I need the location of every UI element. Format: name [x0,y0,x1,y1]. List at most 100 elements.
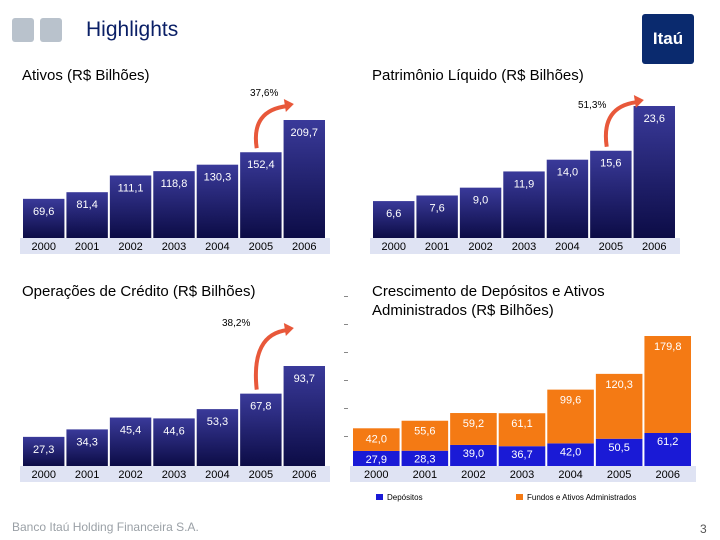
value-label-fundos-2002: 59,2 [463,418,484,430]
growth-arrow [253,104,289,149]
chart-patrimonio: 6,6 2000 7,6 2001 9,0 2002 11,9 2003 14,0 2004 15,… [370,95,680,254]
value-label-2005: 15,6 [600,158,621,170]
value-label-2003: 118,8 [161,178,188,190]
value-label-2000: 69,6 [33,206,54,218]
bar-depositos-2000 [353,450,400,466]
tick-label-2001: 2001 [425,241,449,253]
bar-fundos-2006 [644,336,691,433]
bar-depositos-2002 [450,444,497,466]
bar-fundos-2002 [450,413,497,445]
value-label-2006: 209,7 [291,127,319,139]
bar-2004 [196,164,239,238]
chart-title-depositos: Crescimento de Depósitos e Ativos Admini… [372,283,605,319]
tick-label-2005: 2005 [607,469,631,481]
value-label-depositos-2001: 28,3 [414,454,435,466]
category-axis-band [350,466,696,482]
bar-depositos-2006 [644,432,691,466]
tick-label-2004: 2004 [205,469,229,481]
value-label-2006: 23,6 [644,113,665,125]
bar-2000 [23,436,65,466]
bar-depositos-2004 [547,443,594,466]
itau-logo: Itaú [642,14,694,64]
value-label-2001: 34,3 [76,436,97,448]
growth-label-ativos: 37,6% [250,88,279,99]
bar-depositos-2005 [595,438,643,466]
value-label-2005: 67,8 [250,401,271,413]
tick-label-2004: 2004 [558,469,582,481]
value-label-2005: 152,4 [247,159,275,171]
bar-fundos-2004 [547,389,594,444]
tick-label-2005: 2005 [249,469,273,481]
bar-2006 [633,106,675,238]
footer-company-name: Banco Itaú Holding Financeira S.A. [12,520,199,534]
axis-dash [344,408,348,409]
value-label-depositos-2005: 50,5 [608,442,629,454]
tick-label-2002: 2002 [468,241,492,253]
bar-2006 [283,366,325,466]
chart-depositos: 27,9 42,0 2000 28,3 55,6 2001 39,0 59,2 2002 36,7… [350,336,696,502]
bar-fundos-2000 [353,428,400,451]
bar-2003 [503,171,545,238]
value-label-fundos-2006: 179,8 [654,341,682,353]
page-title: Highlights [86,18,179,41]
value-label-fundos-2004: 99,6 [560,395,581,407]
tick-label-2003: 2003 [510,469,534,481]
chart-ativos: 69,6 2000 81,4 2001 111,1 2002 118,8 2003 130,3 2… [20,99,330,254]
value-label-2001: 81,4 [76,199,97,211]
tick-label-2005: 2005 [599,241,623,253]
value-label-2003: 11,9 [514,178,535,190]
value-label-depositos-2003: 36,7 [511,449,532,461]
bar-depositos-2001 [401,450,449,466]
tick-label-2000: 2000 [31,241,55,253]
tick-label-2004: 2004 [205,241,229,253]
tick-label-2003: 2003 [162,469,186,481]
value-label-2004: 130,3 [204,172,232,184]
legend-swatch-fundos [516,494,523,500]
bar-2002 [459,187,502,238]
value-label-depositos-2000: 27,9 [366,454,387,466]
bar-fundos-2001 [401,420,449,451]
axis-dash [344,352,348,353]
tick-label-2006: 2006 [292,241,316,253]
bar-depositos-2003 [498,446,546,466]
bar-2002 [109,175,152,238]
value-label-fundos-2003: 61,1 [511,418,532,430]
value-label-2001: 7,6 [429,202,444,214]
value-label-2004: 53,3 [207,416,228,428]
tick-label-2006: 2006 [655,469,679,481]
growth-label-credito: 38,2% [222,318,251,329]
legend-swatch-depositos [376,494,383,500]
category-axis-band [20,466,330,482]
tick-label-2000: 2000 [364,469,388,481]
value-label-2004: 14,0 [557,167,578,179]
value-label-depositos-2006: 61,2 [657,436,678,448]
tick-label-2002: 2002 [461,469,485,481]
bar-2003 [153,171,195,238]
value-label-2000: 27,3 [33,444,54,456]
value-label-2003: 44,6 [163,425,184,437]
page-number: 3 [700,522,707,536]
tick-label-2000: 2000 [31,469,55,481]
growth-arrow [603,100,639,148]
tick-label-2002: 2002 [118,469,142,481]
chart-title-patrimonio: Patrimônio Líquido (R$ Bilhões) [372,67,584,84]
bar-2002 [109,417,152,466]
axis-dash [344,296,348,297]
chart-title-ativos: Ativos (R$ Bilhões) [22,67,150,84]
value-label-2002: 9,0 [473,195,488,207]
bar-2005 [240,152,282,238]
category-axis-band [20,238,330,254]
growth-arrow-head [283,323,294,336]
bar-2005 [240,393,282,466]
axis-dash [344,380,348,381]
bar-2000 [373,201,415,238]
tick-label-2003: 2003 [162,241,186,253]
chart-credito: 27,3 2000 34,3 2001 45,4 2002 44,6 2003 53,3 2004… [20,323,330,482]
bar-2001 [416,195,458,238]
tick-label-2000: 2000 [381,241,405,253]
axis-dash [344,436,348,437]
bar-2001 [66,192,108,238]
bar-2005 [590,150,632,238]
bar-2001 [66,429,108,466]
value-label-depositos-2002: 39,0 [463,448,484,460]
